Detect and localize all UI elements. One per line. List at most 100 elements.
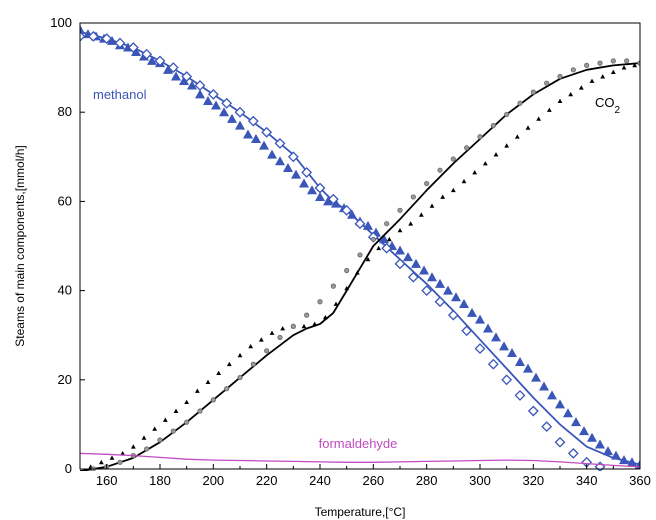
co2-exp-dots-point bbox=[557, 73, 563, 80]
co2-exp-triangles-point bbox=[248, 343, 254, 349]
methanol-exp-triangles-point bbox=[235, 120, 245, 130]
methanol-exp-triangles-point bbox=[619, 455, 629, 465]
methanol-exp-triangles-point bbox=[347, 209, 357, 219]
methanol-exp-diamonds-point bbox=[101, 33, 113, 45]
x-tick-label: 160 bbox=[96, 473, 118, 488]
methanol-exp-triangles-point bbox=[523, 363, 533, 373]
co2-exp-triangles-point bbox=[258, 337, 264, 342]
co2-exp-dots-point bbox=[517, 100, 523, 106]
co2-exp-triangles-point bbox=[354, 270, 360, 275]
co2-exp-triangles-point bbox=[205, 379, 211, 384]
methanol-exp-triangles-point bbox=[163, 64, 173, 74]
methanol-exp-diamonds-point bbox=[434, 296, 446, 308]
methanol-exp-triangles-point bbox=[323, 196, 333, 206]
methanol-exp-diamonds-point bbox=[421, 285, 433, 297]
co2-exp-triangles-point bbox=[589, 78, 595, 83]
x-tick-label: 300 bbox=[469, 473, 491, 488]
methanol-exp-triangles-point bbox=[491, 332, 501, 342]
methanol-exp-triangles-point bbox=[603, 446, 613, 456]
co2-exp-dots-point bbox=[170, 428, 176, 434]
methanol-exp-diamonds-point bbox=[234, 106, 246, 118]
methanol-exp-triangles-point bbox=[499, 341, 509, 351]
methanol-exp-triangles-point bbox=[531, 372, 541, 382]
co2-exp-dots-point bbox=[584, 62, 590, 68]
methanol-exp-diamonds-point bbox=[301, 166, 313, 178]
co2-exp-triangles-point bbox=[525, 125, 531, 130]
co2-exp-dots-point bbox=[184, 419, 190, 425]
methanol-exp-triangles-point bbox=[267, 149, 277, 159]
co2-exp-dots-point bbox=[504, 111, 510, 118]
co2-exp-triangles-point bbox=[504, 143, 510, 148]
y-tick-label: 60 bbox=[58, 193, 72, 208]
co2-exp-dots-point bbox=[224, 386, 230, 392]
co2-exp-triangles-point bbox=[493, 152, 499, 157]
methanol-exp-triangles-point bbox=[307, 185, 317, 195]
methanol-exp-diamonds-point bbox=[381, 242, 393, 254]
methanol-exp-triangles-point bbox=[291, 169, 301, 179]
methanol-exp-triangles-point bbox=[131, 46, 141, 56]
co2-exp-triangles-point bbox=[322, 314, 328, 320]
methanol-exp-triangles-point bbox=[555, 399, 565, 409]
co2-exp-dots-point bbox=[144, 446, 150, 452]
methanol-exp-triangles-point bbox=[363, 220, 373, 230]
methanol-exp-triangles-point bbox=[187, 80, 197, 90]
methanol-exp-triangles-point bbox=[475, 314, 485, 324]
methanol-exp-diamonds-point bbox=[541, 421, 553, 433]
formaldehyde-model-series bbox=[80, 452, 640, 468]
methanol-exp-triangles-point bbox=[451, 292, 461, 302]
co2-exp-triangles-point bbox=[386, 236, 392, 242]
co2-exp-dots-point bbox=[304, 312, 310, 318]
methanol-exp-diamonds-point bbox=[407, 271, 419, 283]
co2-exp-dots-point bbox=[384, 221, 390, 227]
co2-exp-triangles-point bbox=[152, 426, 158, 431]
methanol-exp-triangles-point bbox=[579, 426, 589, 436]
methanol-exp-triangles-point bbox=[211, 100, 221, 110]
co2-exp-dots-point bbox=[410, 194, 416, 200]
methanol-exp-triangles-point bbox=[427, 272, 437, 282]
methanol-exp-diamonds-point bbox=[554, 436, 566, 448]
methanol-exp-diamonds-point bbox=[114, 37, 126, 49]
methanol-exp-triangles-point bbox=[443, 285, 453, 295]
co2-exp-dots-point bbox=[530, 89, 536, 95]
methanol-exp-diamonds-point bbox=[527, 405, 539, 417]
methanol-exp-triangles-point bbox=[563, 408, 573, 418]
methanol-exp-diamonds-point bbox=[80, 30, 86, 42]
co2-exp-dots-point bbox=[264, 348, 270, 354]
methanol-exp-triangles-point bbox=[611, 450, 621, 460]
co2-exp-triangles-point bbox=[568, 91, 574, 97]
methanol-exp-triangles-point bbox=[195, 89, 205, 99]
methanol-exp-triangles-point bbox=[331, 198, 341, 208]
co2-exp-dots-point bbox=[277, 334, 283, 341]
co2-exp-dots-point bbox=[290, 323, 296, 329]
methanol-exp-diamonds-point bbox=[394, 258, 406, 270]
methanol-exp-triangles-point bbox=[395, 245, 405, 255]
co2-exp-triangles-point bbox=[109, 455, 115, 460]
co2-exp-triangles-point bbox=[184, 399, 190, 405]
methanol-exp-triangles-point bbox=[539, 381, 549, 391]
methanol-exp-triangles-point bbox=[243, 129, 253, 139]
y-axis-title: Steams of main components,[mmol/h] bbox=[13, 145, 27, 346]
methanol-exp-diamonds-point bbox=[474, 343, 486, 354]
co2-exp-dots-point bbox=[210, 397, 216, 403]
y-tick-label: 20 bbox=[58, 372, 72, 387]
x-tick-label: 280 bbox=[416, 473, 438, 488]
co2-exp-dots-point bbox=[464, 145, 470, 151]
co2-exp-dots-point bbox=[570, 67, 576, 73]
co2-exp-dots-point bbox=[330, 283, 336, 289]
co2-exp-triangles-point bbox=[269, 330, 275, 335]
co2-exp-triangles-point bbox=[120, 450, 126, 456]
methanol-exp-triangles-point bbox=[595, 439, 605, 449]
co2-exp-dots-point bbox=[437, 167, 443, 173]
series-layer bbox=[80, 24, 640, 471]
co2-exp-triangles-point bbox=[514, 134, 520, 139]
methanol-exp-diamonds-point bbox=[221, 97, 233, 109]
methanol-exp-diamonds-point bbox=[354, 218, 366, 230]
co2-exp-triangles-point bbox=[621, 65, 627, 70]
methanol-exp-triangles-point bbox=[171, 71, 181, 81]
co2-exp-triangles-point bbox=[130, 444, 136, 449]
x-axis-title: Temperature,[°C] bbox=[315, 505, 406, 519]
methanol-exp-diamonds-point bbox=[487, 358, 499, 370]
co2-exp-dots-point bbox=[344, 267, 350, 274]
methanol-exp-triangles-point bbox=[283, 162, 293, 172]
